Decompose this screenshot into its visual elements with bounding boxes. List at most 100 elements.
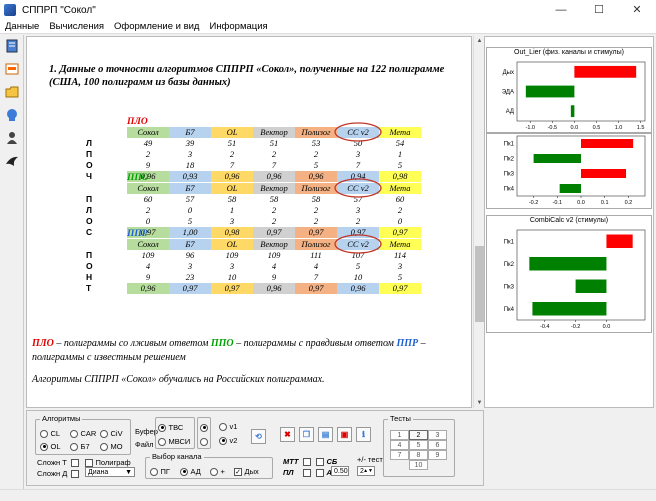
category-label: ЭДА — [502, 90, 514, 96]
radio-mvsi[interactable]: МВСИ — [158, 436, 190, 446]
test-cell-7[interactable]: 7 — [390, 450, 409, 460]
radio-car[interactable]: CAR — [70, 428, 96, 438]
diana-select[interactable]: Диана ▼ — [85, 467, 135, 477]
radio-mode-2[interactable] — [200, 436, 208, 446]
scroll-up-arrow[interactable]: ▲ — [476, 38, 483, 44]
radio-v2[interactable]: v2 — [219, 435, 237, 445]
test-delta-label: +/- тест — [357, 455, 383, 464]
column-header: Б7 — [169, 127, 211, 138]
document-icon[interactable] — [4, 61, 20, 77]
av-value-input[interactable]: 0.50 — [331, 466, 349, 476]
dyh-checkbox[interactable]: ✓ Дых — [234, 467, 259, 477]
test-cell-4[interactable]: 4 — [390, 440, 409, 450]
radio-ad[interactable]: АД — [180, 466, 201, 476]
radio-mo[interactable]: МО — [100, 441, 123, 451]
bar-Пк4 — [559, 184, 581, 193]
column-header: Полизог — [295, 239, 337, 250]
row-key: П — [86, 194, 93, 204]
note-plo: ПЛО — [32, 338, 54, 349]
stop-icon[interactable]: ✖ — [280, 427, 295, 442]
plot-frame — [516, 229, 646, 321]
radio-cl[interactable]: CL — [40, 428, 60, 438]
slozhn-d-checkbox[interactable] — [71, 468, 79, 478]
test-cell-3[interactable]: 3 — [428, 430, 447, 440]
database-icon[interactable] — [4, 38, 20, 54]
maximize-button[interactable]: ☐ — [594, 4, 604, 16]
bar-Пк3 — [581, 169, 627, 178]
poligraf-checkbox[interactable]: Полиграф — [85, 457, 131, 467]
pl-label: ПЛ — [283, 468, 294, 477]
test-spinner[interactable]: 2 ▲▼ — [357, 466, 375, 476]
test-cell-6[interactable]: 6 — [428, 440, 447, 450]
radio-civ[interactable]: CiV — [100, 428, 123, 438]
table-cell: 1,00 — [169, 227, 211, 238]
menu-calculations[interactable]: Вычисления — [49, 21, 105, 32]
document-icon[interactable]: ▤ — [318, 427, 333, 442]
table-cell: 7 — [313, 272, 319, 282]
training-note: Алгоритмы СППРП «Сокол» обучались на Рос… — [32, 374, 325, 385]
document-scrollbar[interactable]: ▲ ▼ — [473, 36, 484, 408]
column-header: OL — [211, 127, 253, 138]
table-cell: 4 — [145, 261, 151, 271]
table-cell: 3 — [229, 216, 235, 226]
table-row: О 9 18 7 7 5 7 5 — [86, 160, 427, 171]
table-cell: 9 — [145, 160, 151, 170]
test-cell-9[interactable]: 9 — [428, 450, 447, 460]
person-icon[interactable] — [4, 130, 20, 146]
pl-checkbox[interactable] — [303, 467, 311, 477]
radio-v1[interactable]: v1 — [219, 421, 237, 431]
radio-ol[interactable]: OL — [40, 441, 61, 451]
test-cell-5[interactable]: 5 — [409, 440, 428, 450]
radio-tvs[interactable]: ТВС — [158, 422, 183, 432]
head-profile-icon[interactable] — [4, 107, 20, 123]
radio-plus[interactable]: + — [210, 466, 225, 476]
mtt-checkbox[interactable] — [303, 456, 311, 466]
mtt-label: МТТ — [283, 457, 299, 466]
menu-info[interactable]: Информация — [209, 21, 268, 32]
scroll-thumb[interactable] — [475, 246, 484, 322]
slozhn-t-checkbox[interactable] — [71, 457, 79, 467]
x-tick-label: 0.2 — [625, 200, 633, 206]
table-row: Т 0,96 0,97 0,97 0,96 0,97 0,96 0,97 — [86, 283, 427, 294]
sb-checkbox[interactable]: СБ — [316, 456, 337, 466]
minimize-button[interactable]: — — [555, 4, 567, 16]
table-cell: 57 — [353, 194, 363, 204]
radio-pg[interactable]: ПГ — [150, 466, 170, 476]
copy-icon[interactable]: ❐ — [299, 427, 314, 442]
title-bar: СППРП "Сокол" — ☐ ✕ — [0, 0, 656, 20]
channel-group: Выбор канала ПГ АД + ✓ Дых — [145, 452, 273, 479]
row-key: Н — [86, 272, 93, 282]
row-key: П — [86, 149, 93, 159]
table-cell: 53 — [311, 138, 321, 148]
falcon-icon[interactable] — [4, 153, 20, 169]
category-label: Пк2 — [504, 262, 515, 268]
table-cell: 54 — [395, 138, 405, 148]
menu-bar: Данные Вычисления Оформление и вид Инфор… — [0, 20, 656, 34]
close-button[interactable]: ✕ — [632, 4, 642, 16]
table-cell: 0,98 — [211, 227, 253, 238]
table-cell: 0,97 — [127, 227, 169, 238]
test-cell-8[interactable]: 8 — [409, 450, 428, 460]
table-cell: 2 — [271, 149, 277, 159]
menu-view[interactable]: Оформление и вид — [114, 21, 200, 32]
column-header: Б7 — [169, 239, 211, 250]
radio-mode-1[interactable] — [200, 422, 208, 432]
refresh-button[interactable]: ⟲ — [251, 429, 266, 444]
block-label: ППР — [127, 229, 148, 239]
folder-icon[interactable] — [4, 84, 20, 100]
menu-data[interactable]: Данные — [5, 21, 40, 32]
block-label: ППО — [127, 173, 149, 183]
radio-b7[interactable]: Б7 — [70, 441, 90, 451]
table-row: О 0 5 3 2 2 2 0 — [86, 216, 427, 227]
table-block-1: ППО Сокол Б7 OL Вектор Полизог CC v2 Мета П 60 57 5… — [86, 173, 427, 238]
pdf-icon[interactable]: ▣ — [337, 427, 352, 442]
plot-frame — [516, 61, 646, 122]
column-header: Сокол — [127, 183, 169, 194]
x-tick-label: -1.0 — [525, 125, 534, 131]
table-cell: 7 — [229, 160, 235, 170]
test-cell-1[interactable]: 1 — [390, 430, 409, 440]
test-cell-10[interactable]: 10 — [409, 460, 428, 470]
test-cell-2[interactable]: 2 — [409, 430, 428, 440]
scroll-down-arrow[interactable]: ▼ — [476, 400, 483, 406]
info-icon[interactable]: ℹ — [356, 427, 371, 442]
